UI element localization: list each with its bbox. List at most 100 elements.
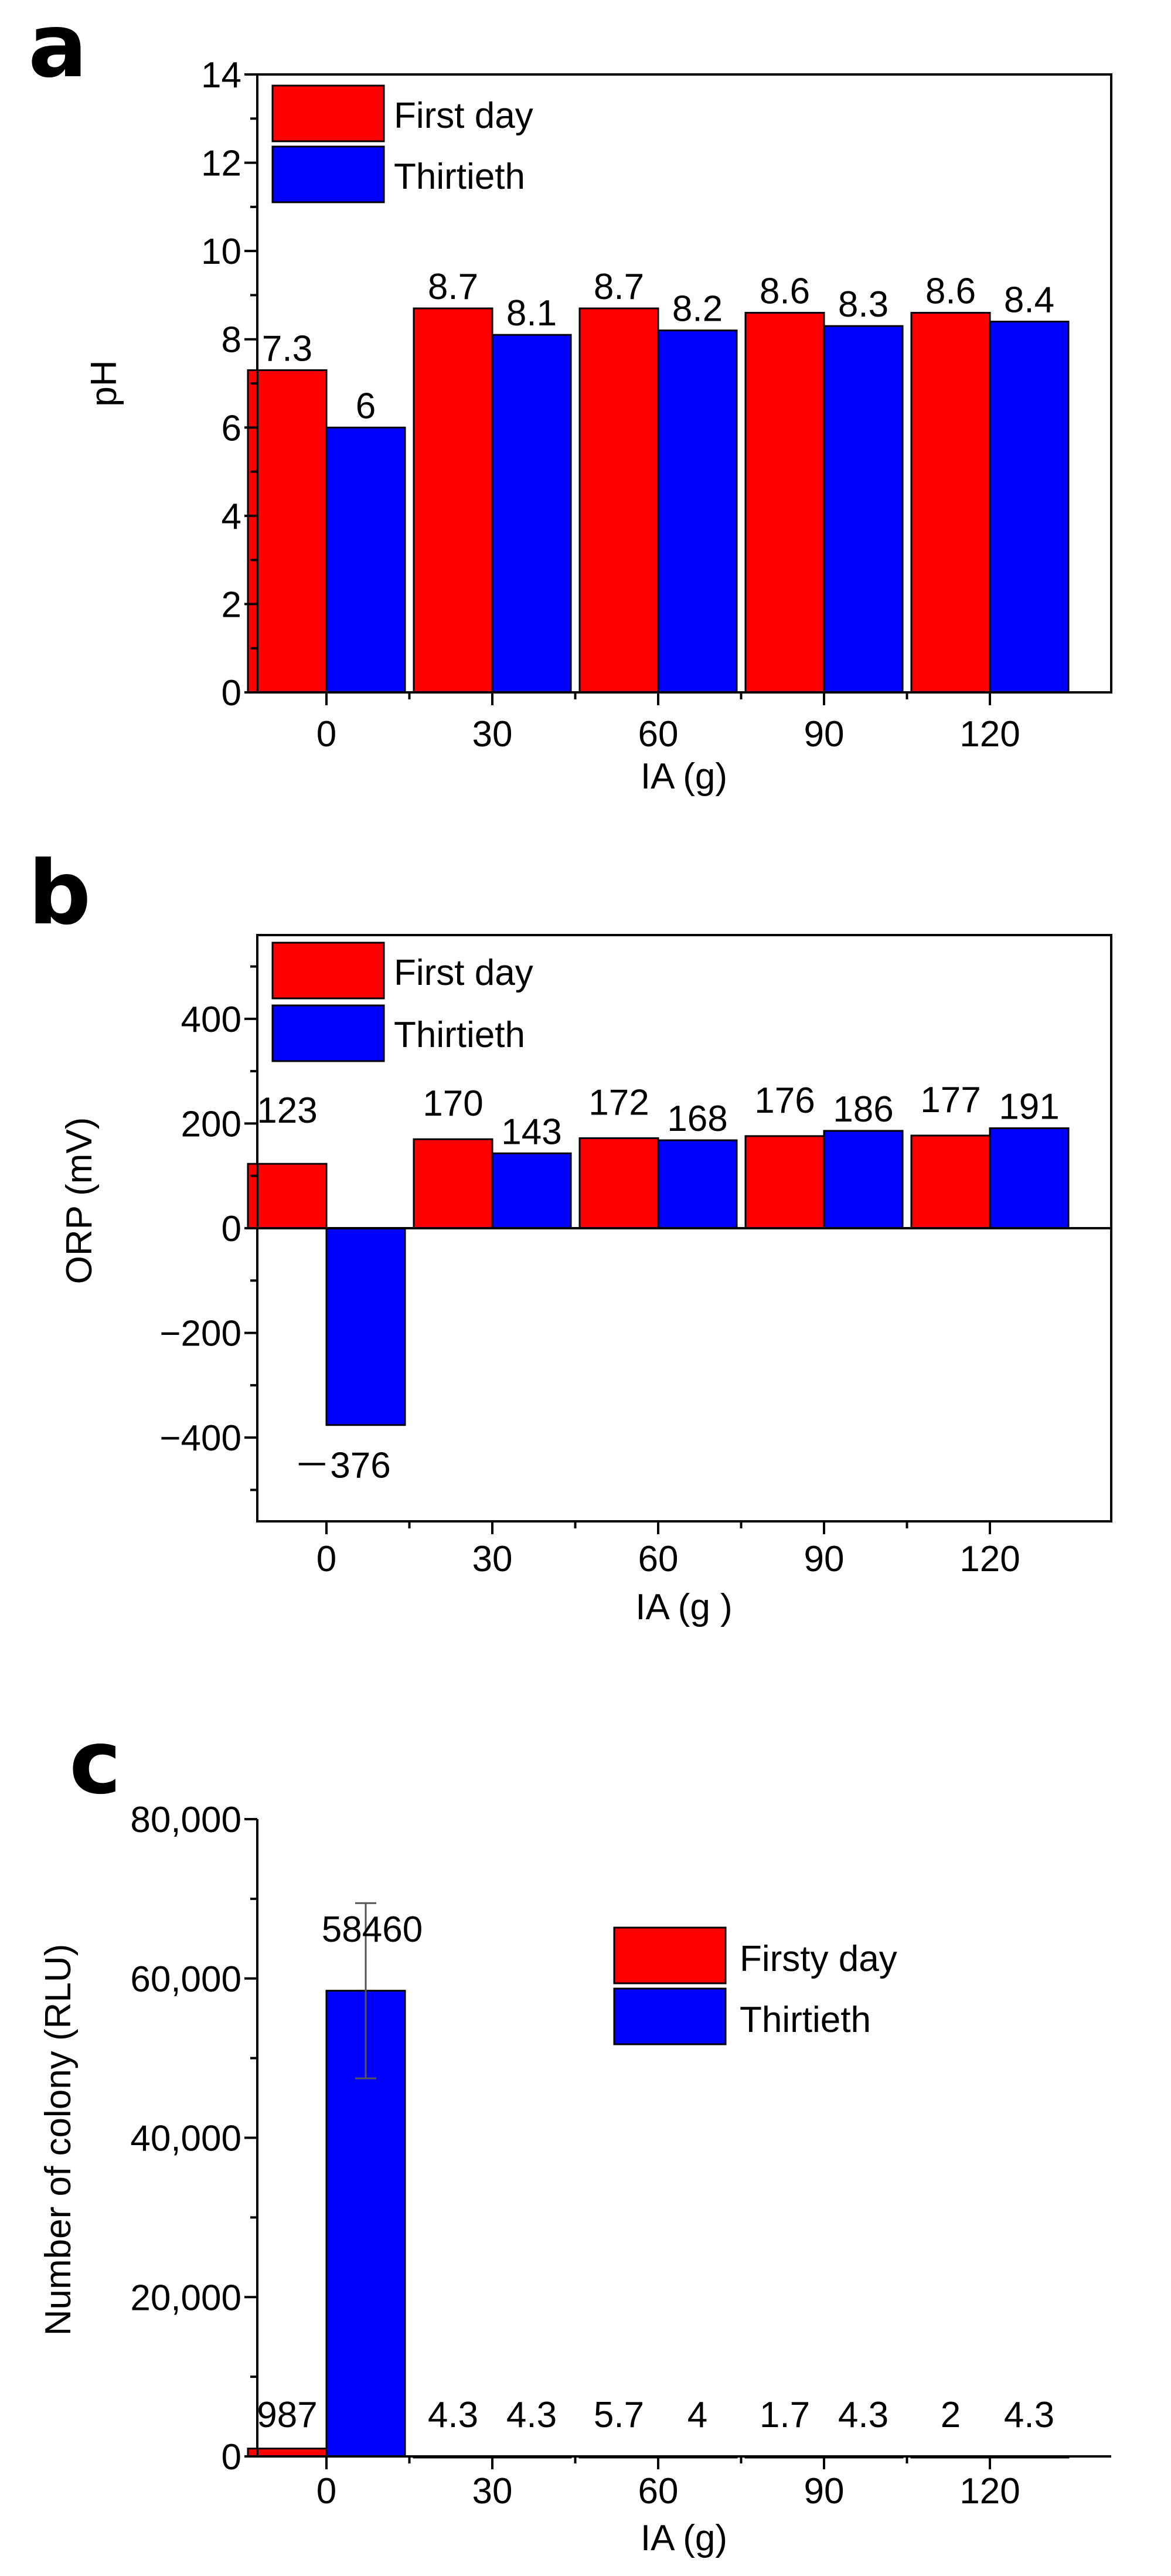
bar-thirtieth [823, 1130, 904, 1229]
data-labels-b: 123 170 172 176 177 －376 143 168 186 191 [257, 1080, 1059, 1486]
data-label-first: 170 [423, 1083, 483, 1124]
x-axis-title-a: IA (g) [641, 756, 727, 797]
data-label-thirtieth: 8.4 [1004, 280, 1054, 321]
bar-thirtieth [325, 426, 406, 694]
bar-thirtieth [989, 321, 1070, 694]
y-tick-label: 80,000 [130, 1800, 241, 1840]
data-label-thirtieth: 8.2 [672, 289, 723, 329]
bar-first [578, 307, 659, 694]
data-label-thirtieth: 4.3 [506, 2395, 557, 2435]
bar-first [744, 1135, 825, 1229]
data-label-first: 176 [754, 1080, 815, 1121]
bars-b [247, 1127, 1070, 1426]
x-tick-label: 30 [472, 1539, 513, 1579]
x-tick-label: 120 [959, 1539, 1020, 1579]
data-label-thirtieth: 168 [667, 1099, 727, 1139]
bar-first [413, 1138, 493, 1229]
data-label-first: 4.3 [428, 2395, 478, 2435]
bar-first [247, 369, 328, 694]
bars-a [247, 307, 1070, 694]
legend-label-thirtieth-b: Thirtieth [394, 1015, 525, 1055]
x-tick-label: 0 [316, 1539, 336, 1579]
data-label-thirtieth: 4.3 [838, 2395, 889, 2435]
data-label-thirtieth: 8.3 [838, 284, 889, 325]
y-tick-label: 60,000 [130, 1959, 241, 2000]
x-axis-title-b: IA (g ) [635, 1587, 732, 1627]
x-ticks-a: 0 30 60 90 120 [316, 692, 1020, 755]
y-ticks-b: −400 −200 0 200 400 [159, 965, 257, 1491]
y-tick-label: 12 [201, 144, 241, 184]
legend-label-thirtieth-a: Thirtieth [394, 157, 525, 197]
panel-letter-b: b [28, 842, 91, 944]
x-ticks-b: 0 30 60 90 120 [316, 1521, 1020, 1579]
y-axis-title-c: Number of colony (RLU) [38, 1944, 79, 2336]
x-tick-label: 0 [316, 714, 336, 755]
x-tick-label: 90 [804, 714, 845, 755]
bar-first [910, 1134, 991, 1229]
y-tick-label: 2 [222, 584, 241, 625]
y-tick-label: 200 [181, 1104, 241, 1144]
data-labels-c: 987 4.3 5.7 1.7 2 58460 4.3 4 4.3 4.3 [257, 1909, 1054, 2435]
bar-thirtieth [823, 325, 904, 694]
data-label-thirtieth: 4 [687, 2395, 707, 2435]
y-tick-label: 0 [222, 673, 241, 713]
y-tick-label: 6 [222, 408, 241, 448]
data-label-first: 2 [941, 2395, 961, 2435]
data-label-thirtieth: 58460 [322, 1909, 423, 1950]
y-tick-label: 20,000 [130, 2278, 241, 2318]
data-label-first: 123 [257, 1090, 317, 1131]
data-label-thirtieth: －376 [294, 1446, 390, 1486]
data-label-first: 8.6 [925, 271, 976, 312]
x-tick-label: 30 [472, 714, 513, 755]
y-tick-label: 8 [222, 320, 241, 361]
x-axis-title-c: IA (g) [641, 2518, 727, 2558]
y-tick-label: 10 [201, 232, 241, 272]
data-label-thirtieth: 8.1 [506, 293, 557, 334]
legend-swatch-thirtieth-c [613, 1987, 727, 2045]
panel-b-orp-chart: b 123 170 172 176 177 －376 143 168 186 191 −400 −2… [28, 842, 1112, 1627]
data-label-first: 8.7 [428, 267, 478, 307]
data-label-first: 7.3 [262, 328, 312, 369]
data-label-first: 8.7 [594, 267, 644, 307]
x-tick-label: 60 [638, 2471, 679, 2512]
legend-c: Firsty day Thirtieth [613, 1926, 897, 2045]
x-tick-label: 60 [638, 1539, 679, 1579]
bar-first [744, 312, 825, 694]
legend-swatch-thirtieth-a [271, 145, 385, 203]
data-label-first: 1.7 [760, 2395, 810, 2435]
legend-label-first-c: Firsty day [740, 1939, 897, 1979]
legend-b: First day Thirtieth [271, 942, 533, 1062]
error-bars-c [355, 1902, 376, 2079]
data-label-thirtieth: 186 [833, 1089, 893, 1130]
bar-thirtieth [491, 334, 572, 694]
data-label-first: 172 [588, 1082, 649, 1123]
legend-swatch-first-a [271, 84, 385, 142]
y-tick-label: 0 [222, 1209, 241, 1249]
data-label-first: 8.6 [760, 271, 810, 312]
panel-c-colony-chart: c 987 4.3 5.7 1.7 2 58460 4.3 4 4.3 4.3 0 20,000 40… [38, 1712, 1111, 2558]
data-label-thirtieth: 4.3 [1004, 2395, 1054, 2435]
bar-first [247, 2448, 328, 2458]
bar-thirtieth [657, 1139, 738, 1229]
bar-thirtieth [989, 1127, 1070, 1229]
bars-c [247, 1990, 1070, 2459]
y-ticks-c: 0 20,000 40,000 60,000 80,000 [130, 1800, 257, 2478]
y-tick-label: 40,000 [130, 2119, 241, 2159]
x-tick-label: 90 [804, 1539, 845, 1579]
data-label-thirtieth: 6 [356, 386, 376, 426]
panel-letter-c: c [69, 1712, 121, 1814]
bar-thirtieth [325, 1227, 406, 1426]
legend-a: First day Thirtieth [271, 84, 533, 203]
data-label-first: 177 [920, 1080, 981, 1120]
data-labels-a: 7.3 8.7 8.7 8.6 8.6 6 8.1 8.2 8.3 8.4 [262, 267, 1054, 426]
x-tick-label: 0 [316, 2471, 336, 2512]
bar-first [413, 307, 493, 694]
data-label-first: 987 [257, 2395, 317, 2435]
legend-label-first-b: First day [394, 953, 533, 993]
bar-first [910, 312, 991, 694]
legend-label-thirtieth-c: Thirtieth [740, 2000, 871, 2040]
panel-a-ph-chart: a 7.3 8.7 8.7 8.6 8.6 6 8.1 8.2 8.3 8.4 0 2 4 6 8 10 12… [28, 0, 1112, 797]
y-tick-label: 4 [222, 497, 241, 537]
